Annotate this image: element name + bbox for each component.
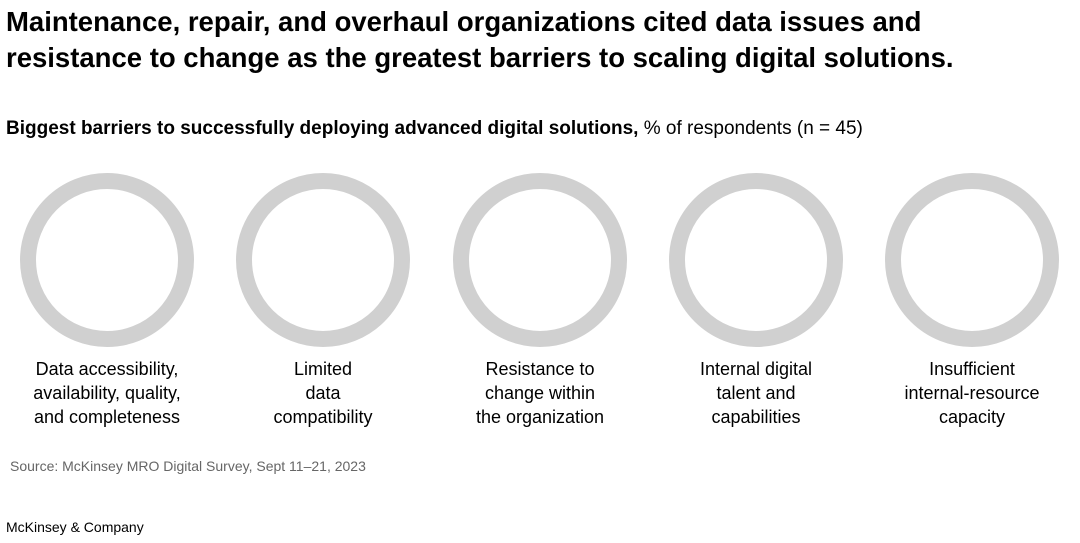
ring <box>669 173 843 347</box>
unit: % of respondents (n = 45) <box>643 118 863 139</box>
ring <box>453 173 627 347</box>
ring <box>20 173 194 347</box>
subtitle: Biggest barriers to successfully deployi… <box>6 118 639 139</box>
rings <box>20 173 1059 347</box>
source: Source: McKinsey MRO Digital Survey, Sep… <box>10 458 366 474</box>
category-label: Resistance to change within the organiza… <box>475 359 605 427</box>
ring <box>885 173 1059 347</box>
category-label: Internal digital talent and capabilities <box>699 359 813 427</box>
subtitle-row: Biggest barriers to successfully deployi… <box>6 118 863 140</box>
brand: McKinsey & Company <box>6 519 144 535</box>
ring <box>236 173 410 347</box>
chart-title: Maintenance, repair, and overhaul organi… <box>6 6 954 73</box>
category-label: Data accessibility, availability, qualit… <box>33 359 181 427</box>
category-label: Insufficient internal-resource capacity <box>904 359 1040 427</box>
category-label: Limited data compatibility <box>273 359 373 427</box>
